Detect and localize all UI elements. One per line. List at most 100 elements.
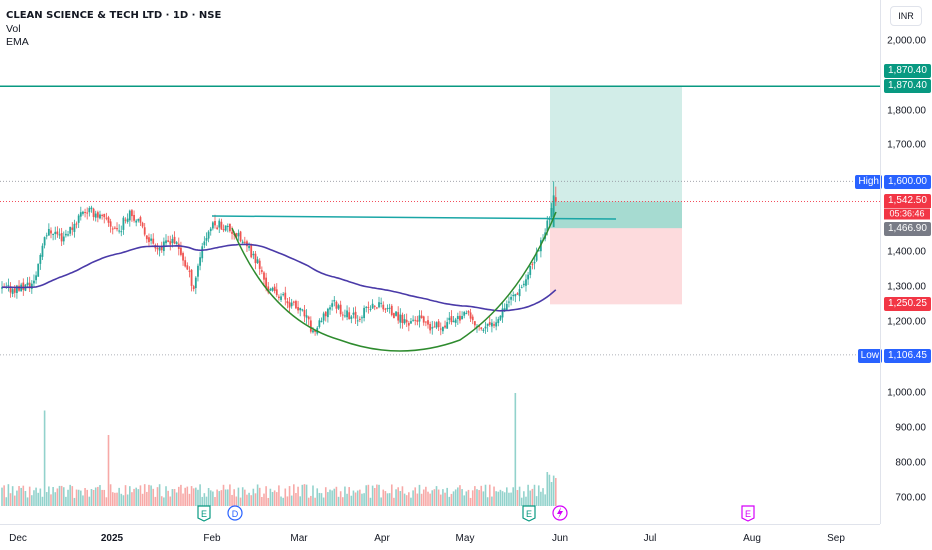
volume-bar xyxy=(156,487,159,506)
event-icon[interactable]: E xyxy=(741,505,755,522)
price-tick: 1,200.00 xyxy=(887,316,926,328)
volume-bar xyxy=(111,492,114,506)
candle-body xyxy=(43,237,46,246)
volume-bar xyxy=(429,493,431,506)
volume-bar xyxy=(218,491,221,506)
candle-body xyxy=(337,305,340,309)
volume-bar xyxy=(369,497,372,506)
volume-bar xyxy=(531,488,534,506)
candle-body xyxy=(286,301,289,304)
volume-bar xyxy=(271,491,274,506)
candle-body xyxy=(412,319,414,321)
candle-body xyxy=(346,310,348,318)
volume-bar xyxy=(158,484,161,506)
candle-body xyxy=(410,321,412,324)
candle-body xyxy=(382,304,385,310)
volume-bar xyxy=(533,484,536,506)
volume-bar xyxy=(548,474,551,506)
volume-bar xyxy=(305,484,308,506)
candle-body xyxy=(378,302,380,308)
volume-bar xyxy=(550,482,553,506)
candle-body xyxy=(510,296,512,300)
candle-body xyxy=(497,319,500,324)
candle-body xyxy=(535,251,538,261)
volume-bar xyxy=(224,489,227,506)
volume-bar xyxy=(376,484,378,506)
volume-bar xyxy=(135,487,137,506)
candle-body xyxy=(258,260,261,269)
candle-body xyxy=(128,210,131,221)
chart-area[interactable]: E D E E CLEAN SCIENCE & TECH LTD · 1D · NSE… xyxy=(0,0,882,524)
candle-body xyxy=(45,235,48,237)
candle-body xyxy=(397,312,400,321)
price-tick: 1,800.00 xyxy=(887,105,926,117)
volume-bar xyxy=(131,492,133,506)
price-tick: 1,700.00 xyxy=(887,139,926,151)
stop-price-tag: 1,250.25 xyxy=(884,297,931,311)
candle-body xyxy=(491,322,493,327)
price-axis[interactable]: INR 2,000.00 1,800.00 1,700.00 1,400.00 … xyxy=(880,0,932,524)
candle-body xyxy=(463,312,466,316)
candle-body xyxy=(271,287,274,291)
volume-bar xyxy=(171,489,174,506)
candle-body xyxy=(282,294,285,296)
volume-bar xyxy=(122,495,125,506)
volume-tick: 700.00 xyxy=(895,492,926,504)
volume-bar xyxy=(258,487,261,506)
candle-body xyxy=(105,217,108,219)
event-icon[interactable]: D xyxy=(227,505,243,521)
candle-body xyxy=(131,210,133,217)
candle-body xyxy=(173,236,176,244)
indicator-ema[interactable]: EMA xyxy=(6,36,29,48)
volume-bar xyxy=(529,490,532,506)
candle-body xyxy=(290,302,293,307)
volume-bar xyxy=(75,489,78,506)
volume-bar xyxy=(84,488,86,506)
volume-bar xyxy=(203,493,206,506)
volume-bar xyxy=(190,486,193,506)
volume-bar xyxy=(118,487,120,506)
candle-body xyxy=(503,308,506,311)
volume-bar xyxy=(184,487,186,506)
event-icon[interactable]: E xyxy=(522,505,536,522)
volume-bar xyxy=(175,492,178,506)
currency-selector[interactable]: INR xyxy=(890,6,922,26)
event-icon[interactable]: E xyxy=(197,505,211,522)
candle-body xyxy=(214,221,216,226)
candle-body xyxy=(256,259,259,263)
candle-body xyxy=(107,217,110,223)
split-event-icon[interactable] xyxy=(552,505,568,521)
indicator-vol[interactable]: Vol xyxy=(6,22,21,35)
time-axis[interactable]: Dec 2025 Feb Mar Apr May Jun Jul Aug Sep xyxy=(0,524,880,550)
volume-bar xyxy=(43,410,46,506)
candle-body xyxy=(90,207,93,210)
volume-bar xyxy=(222,484,225,506)
candle-body xyxy=(418,315,421,322)
candle-body xyxy=(58,234,61,236)
target-price-tag: 1,870.40 xyxy=(884,64,931,78)
volume-bar xyxy=(54,492,57,506)
volume-bar xyxy=(356,490,359,506)
symbol-title[interactable]: CLEAN SCIENCE & TECH LTD · 1D · NSE xyxy=(6,10,222,21)
candle-body xyxy=(126,218,129,222)
candle-body xyxy=(439,328,442,330)
candle-body xyxy=(113,227,116,229)
volume-bar xyxy=(103,489,106,506)
candle-body xyxy=(16,285,18,294)
volume-bar xyxy=(535,496,538,506)
volume-bar xyxy=(465,491,468,506)
candle-body xyxy=(303,309,306,317)
volume-bar xyxy=(540,491,542,506)
volume-bar xyxy=(20,487,22,506)
candle-body xyxy=(533,261,536,264)
candle-body xyxy=(390,305,393,316)
event-icon-shape xyxy=(741,505,755,522)
candle-body xyxy=(156,248,159,250)
volume-bar xyxy=(365,485,368,506)
candle-body xyxy=(344,315,346,317)
candle-body xyxy=(552,195,555,228)
candle-body xyxy=(407,322,410,326)
volume-bar xyxy=(18,486,20,506)
candle-body xyxy=(339,304,342,315)
